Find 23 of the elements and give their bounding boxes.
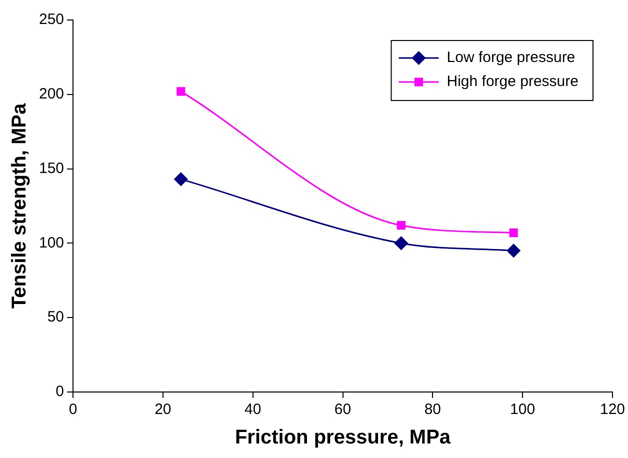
x-tick-label: 40: [244, 401, 262, 418]
y-tick-label: 250: [38, 11, 64, 28]
point: [396, 221, 406, 230]
x-axis-title: Friction pressure, MPa: [234, 426, 452, 449]
y-tick-label: 50: [47, 308, 64, 326]
x-tick-label: 80: [424, 401, 442, 418]
x-tick-label: 60: [334, 401, 352, 418]
point: [394, 236, 408, 250]
y-tick-label: 150: [38, 160, 64, 177]
point: [174, 172, 188, 186]
y-tick-label: 200: [38, 86, 64, 103]
y-axis-title: Tensile strength, MPa: [8, 102, 31, 309]
x-tick-label: 100: [510, 401, 536, 418]
legend-label: High forge pressure: [446, 73, 578, 90]
point: [176, 87, 186, 96]
point: [509, 228, 518, 238]
x-tick-label: 0: [68, 401, 78, 418]
point: [506, 244, 520, 258]
x-tick-label: 20: [154, 401, 172, 418]
y-tick-label: 100: [38, 234, 64, 252]
x-tick-label: 120: [600, 401, 625, 418]
y-tick-label: 0: [56, 383, 64, 400]
legend-label: Low forge pressure: [446, 49, 576, 66]
